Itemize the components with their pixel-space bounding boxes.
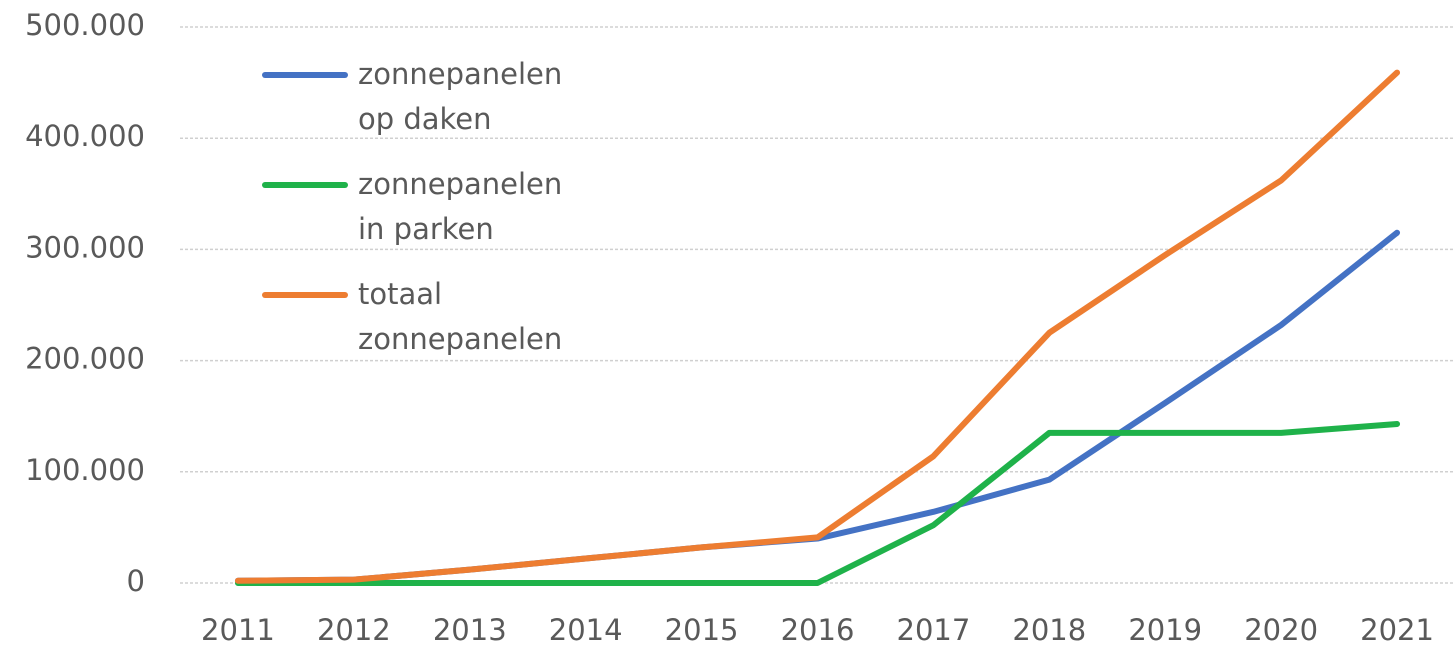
x-tick-label: 2013 [433,613,507,647]
y-tick-label: 500.000 [25,8,145,42]
y-tick-label: 300.000 [25,230,145,264]
x-tick-label: 2015 [665,613,739,647]
legend-swatch [262,292,348,298]
legend: zonnepanelen op daken zonnepanelen in par… [262,52,562,382]
x-tick-label: 2011 [201,613,275,647]
x-tick-label: 2014 [549,613,623,647]
y-tick-label: 0 [127,564,145,598]
x-tick-label: 2018 [1012,613,1086,647]
x-tick-label: 2017 [897,613,971,647]
y-tick-label: 100.000 [25,453,145,487]
legend-item: zonnepanelen op daken [262,52,562,142]
x-tick-label: 2021 [1360,613,1434,647]
legend-swatch [262,182,348,188]
x-tick-label: 2019 [1128,613,1202,647]
legend-label: totaal zonnepanelen [358,277,563,356]
series-line [234,69,1401,584]
x-tick-label: 2020 [1244,613,1318,647]
legend-swatch [262,72,348,78]
y-tick-label: 400.000 [25,119,145,153]
legend-item: totaal zonnepanelen [262,272,562,362]
x-tick-label: 2016 [781,613,855,647]
x-tick-label: 2012 [317,613,391,647]
legend-item: zonnepanelen in parken [262,162,562,252]
legend-label: zonnepanelen in parken [358,167,563,246]
series-line [234,420,1401,586]
legend-label: zonnepanelen op daken [358,57,563,136]
y-tick-label: 200.000 [25,342,145,376]
